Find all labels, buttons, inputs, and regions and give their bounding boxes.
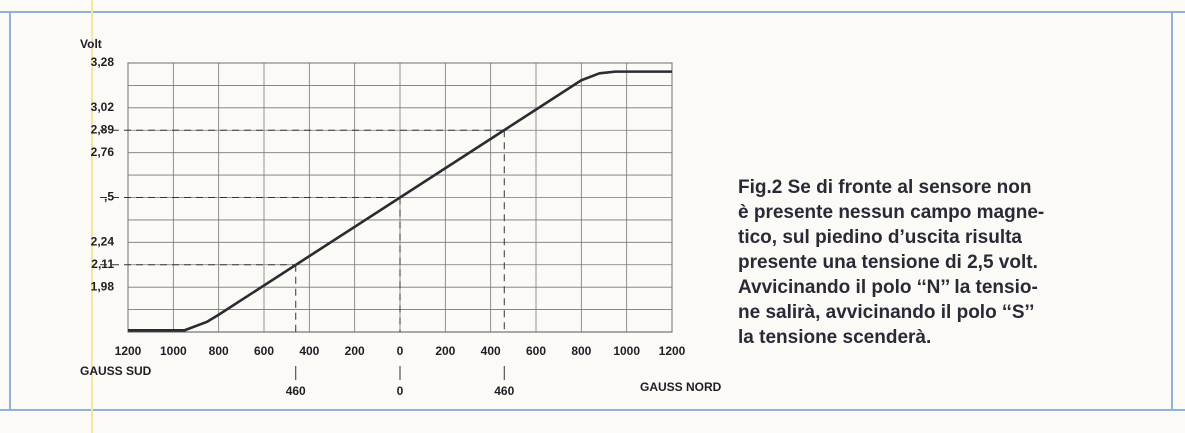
x-tick-label: 200 bbox=[435, 344, 455, 358]
y-tick-label: 2,24 bbox=[91, 235, 115, 249]
x-tick-label: 1000 bbox=[160, 344, 187, 358]
y-tick-label: 3,28 bbox=[91, 55, 115, 69]
reference-label: 460 bbox=[494, 384, 514, 398]
x-tick-label: 0 bbox=[397, 344, 404, 358]
caption-line: presente una tensione di 2,5 volt. bbox=[738, 252, 1038, 273]
x-tick-label: 1000 bbox=[613, 344, 640, 358]
y-tick-label: 2,11 bbox=[91, 257, 114, 271]
reference-label: 0 bbox=[397, 384, 404, 398]
x-tick-label: 1200 bbox=[659, 344, 686, 358]
caption-line: è presente nessun campo magne- bbox=[738, 202, 1044, 223]
y-axis-label: Volt bbox=[80, 37, 102, 51]
reference-label: 460 bbox=[286, 384, 306, 398]
y-tick-label: 1,98 bbox=[91, 279, 115, 293]
x-tick-label: 800 bbox=[209, 344, 229, 358]
y-tick-label: 3,02 bbox=[91, 100, 115, 114]
y-tick-label: 2,89 bbox=[91, 122, 115, 136]
x-tick-label: 1200 bbox=[115, 344, 142, 358]
x-tick-label: 400 bbox=[481, 344, 501, 358]
x-tick-label: 600 bbox=[254, 344, 274, 358]
x-tick-label: 400 bbox=[299, 344, 319, 358]
caption-line: tico, sul piedino d’uscita risulta bbox=[738, 227, 1022, 248]
y-tick-label: 2,76 bbox=[91, 145, 115, 159]
x-axis-label-right: GAUSS NORD bbox=[640, 380, 722, 394]
y-tick-label: ,5 bbox=[104, 190, 114, 204]
x-tick-label: 600 bbox=[526, 344, 546, 358]
x-axis-label-left: GAUSS SUD bbox=[80, 364, 152, 378]
x-tick-label: 200 bbox=[345, 344, 365, 358]
caption-line: Avvicinando il polo ‘‘N’’ la tensio- bbox=[738, 277, 1038, 298]
caption-line: la tensione scenderà. bbox=[738, 327, 931, 348]
caption-line: ne salirà, avvicinando il polo ‘‘S’’ bbox=[738, 302, 1034, 323]
caption-line: Fig.2 Se di fronte al sensore non bbox=[738, 177, 1032, 198]
x-tick-label: 800 bbox=[571, 344, 591, 358]
